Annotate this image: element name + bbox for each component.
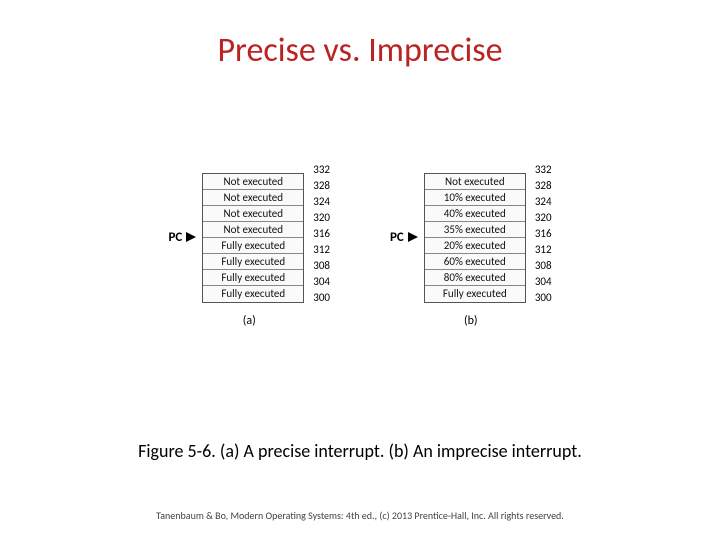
stack-b: Not executed 10% executed 40% executed 3… bbox=[424, 173, 526, 303]
stack-cell: 20% executed bbox=[425, 238, 525, 254]
stack-cell: 80% executed bbox=[425, 270, 525, 286]
address-label: 324 bbox=[310, 194, 330, 210]
stack-cell: Fully executed bbox=[203, 254, 303, 270]
stack-cell: Fully executed bbox=[203, 238, 303, 254]
address-label: 332 bbox=[532, 162, 552, 178]
diagram-row: PC Not executed Not executed Not execute… bbox=[0, 170, 720, 328]
pc-label: PC bbox=[168, 230, 182, 245]
stack-cell: 10% executed bbox=[425, 190, 525, 206]
addresses-a: 332 328 324 320 316 312 308 304 300 bbox=[310, 162, 330, 306]
pc-label: PC bbox=[390, 230, 404, 245]
pc-pointer-a: PC bbox=[168, 230, 196, 245]
stack-cell: Fully executed bbox=[203, 286, 303, 302]
stack-cell: 60% executed bbox=[425, 254, 525, 270]
stack-cell: Not executed bbox=[425, 174, 525, 190]
panel-a: PC Not executed Not executed Not execute… bbox=[168, 170, 330, 328]
panel-a-sublabel: (a) bbox=[243, 314, 256, 328]
address-label: 300 bbox=[310, 290, 330, 306]
address-label: 308 bbox=[310, 258, 330, 274]
panel-b: PC Not executed 10% executed 40% execute… bbox=[390, 170, 552, 328]
address-label: 320 bbox=[532, 210, 552, 226]
address-label: 328 bbox=[532, 178, 552, 194]
slide-title: Precise vs. Imprecise bbox=[0, 30, 720, 71]
footer-text: Tanenbaum & Bo, Modern Operating Systems… bbox=[0, 509, 720, 522]
panel-b-body: PC Not executed 10% executed 40% execute… bbox=[390, 170, 552, 306]
address-label: 332 bbox=[310, 162, 330, 178]
stack-cell: Fully executed bbox=[203, 270, 303, 286]
stack-cell: Not executed bbox=[203, 222, 303, 238]
panel-b-sublabel: (b) bbox=[464, 314, 478, 328]
address-label: 328 bbox=[310, 178, 330, 194]
address-label: 304 bbox=[310, 274, 330, 290]
arrow-right-icon bbox=[408, 232, 418, 242]
stack-cell: 35% executed bbox=[425, 222, 525, 238]
arrow-right-icon bbox=[186, 232, 196, 242]
stack-cell: Not executed bbox=[203, 174, 303, 190]
address-label: 300 bbox=[532, 290, 552, 306]
pc-pointer-b: PC bbox=[390, 230, 418, 245]
stack-cell: 40% executed bbox=[425, 206, 525, 222]
address-label: 312 bbox=[310, 242, 330, 258]
figure-caption: Figure 5-6. (a) A precise interrupt. (b)… bbox=[0, 440, 720, 462]
stack-cell: Not executed bbox=[203, 206, 303, 222]
panel-a-body: PC Not executed Not executed Not execute… bbox=[168, 170, 330, 306]
addresses-b: 332 328 324 320 316 312 308 304 300 bbox=[532, 162, 552, 306]
stack-cell: Fully executed bbox=[425, 286, 525, 302]
slide: Precise vs. Imprecise PC Not executed No… bbox=[0, 0, 720, 540]
address-label: 308 bbox=[532, 258, 552, 274]
stack-a: Not executed Not executed Not executed N… bbox=[202, 173, 304, 303]
address-label: 320 bbox=[310, 210, 330, 226]
stack-cell: Not executed bbox=[203, 190, 303, 206]
address-label: 324 bbox=[532, 194, 552, 210]
address-label: 316 bbox=[532, 226, 552, 242]
address-label: 304 bbox=[532, 274, 552, 290]
address-label: 312 bbox=[532, 242, 552, 258]
address-label: 316 bbox=[310, 226, 330, 242]
